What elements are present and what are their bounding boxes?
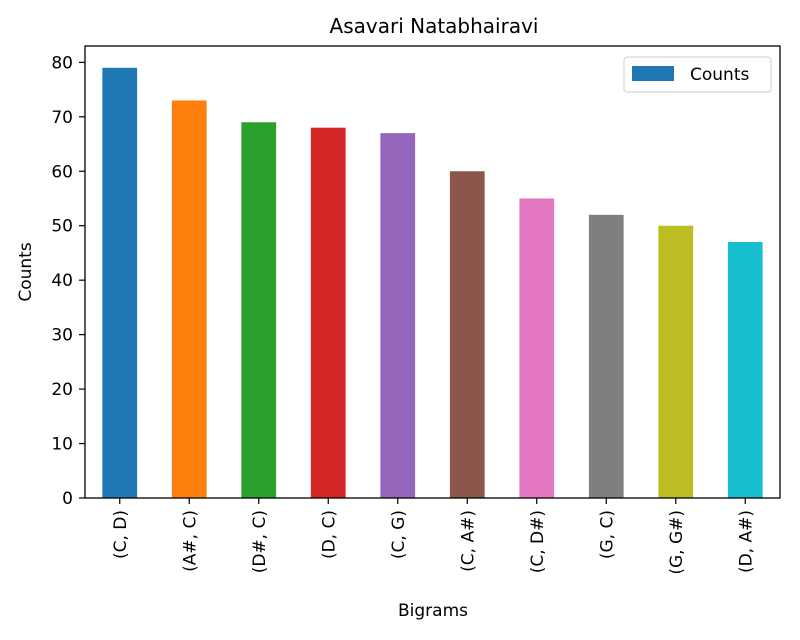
- bar: [102, 67, 138, 498]
- x-tick-label: (G, G#): [667, 510, 687, 575]
- legend-label: Counts: [690, 65, 749, 85]
- bar: [658, 225, 694, 498]
- bar: [519, 198, 555, 498]
- y-tick-label: 10: [51, 435, 73, 455]
- x-tick-label: (A#, C): [180, 510, 200, 572]
- legend: Counts: [623, 56, 772, 93]
- y-axis-label: Counts: [16, 242, 36, 301]
- y-tick-label: 70: [51, 108, 73, 128]
- legend-frame: [623, 56, 772, 93]
- y-tick-label: 0: [62, 489, 73, 509]
- y-tick-label: 20: [51, 380, 73, 400]
- plot-area: 0 10 20 30 40 50 60 70 80 (C, D) (A#, C) (D#, C) (D,…: [51, 45, 781, 575]
- chart-title: Asavari Natabhairavi: [330, 14, 539, 38]
- bar: [449, 171, 485, 499]
- x-tick-label: (G, C): [597, 510, 617, 559]
- legend-swatch: [632, 66, 674, 81]
- bar: [380, 133, 416, 499]
- x-tick-label: (C, D): [111, 510, 131, 559]
- bar: [171, 100, 207, 499]
- x-tick-label: (D#, C): [250, 510, 270, 573]
- x-tick-label: (C, D#): [528, 510, 548, 573]
- x-axis-label: Bigrams: [398, 601, 468, 621]
- axes-frame: [84, 45, 781, 499]
- y-tick-label: 80: [51, 53, 73, 73]
- x-tick-label: (D, C): [319, 510, 339, 559]
- bar: [241, 122, 277, 498]
- bar: [727, 242, 763, 498]
- y-tick-label: 60: [51, 162, 73, 182]
- x-tick-label: (C, G): [389, 510, 409, 559]
- bar: [588, 214, 624, 498]
- y-tick-label: 40: [51, 271, 73, 291]
- y-tick-label: 30: [51, 326, 73, 346]
- bar: [310, 127, 346, 499]
- x-tick-label: (D, A#): [736, 510, 756, 573]
- x-tick-label: (C, A#): [458, 510, 478, 572]
- y-tick-label: 50: [51, 217, 73, 237]
